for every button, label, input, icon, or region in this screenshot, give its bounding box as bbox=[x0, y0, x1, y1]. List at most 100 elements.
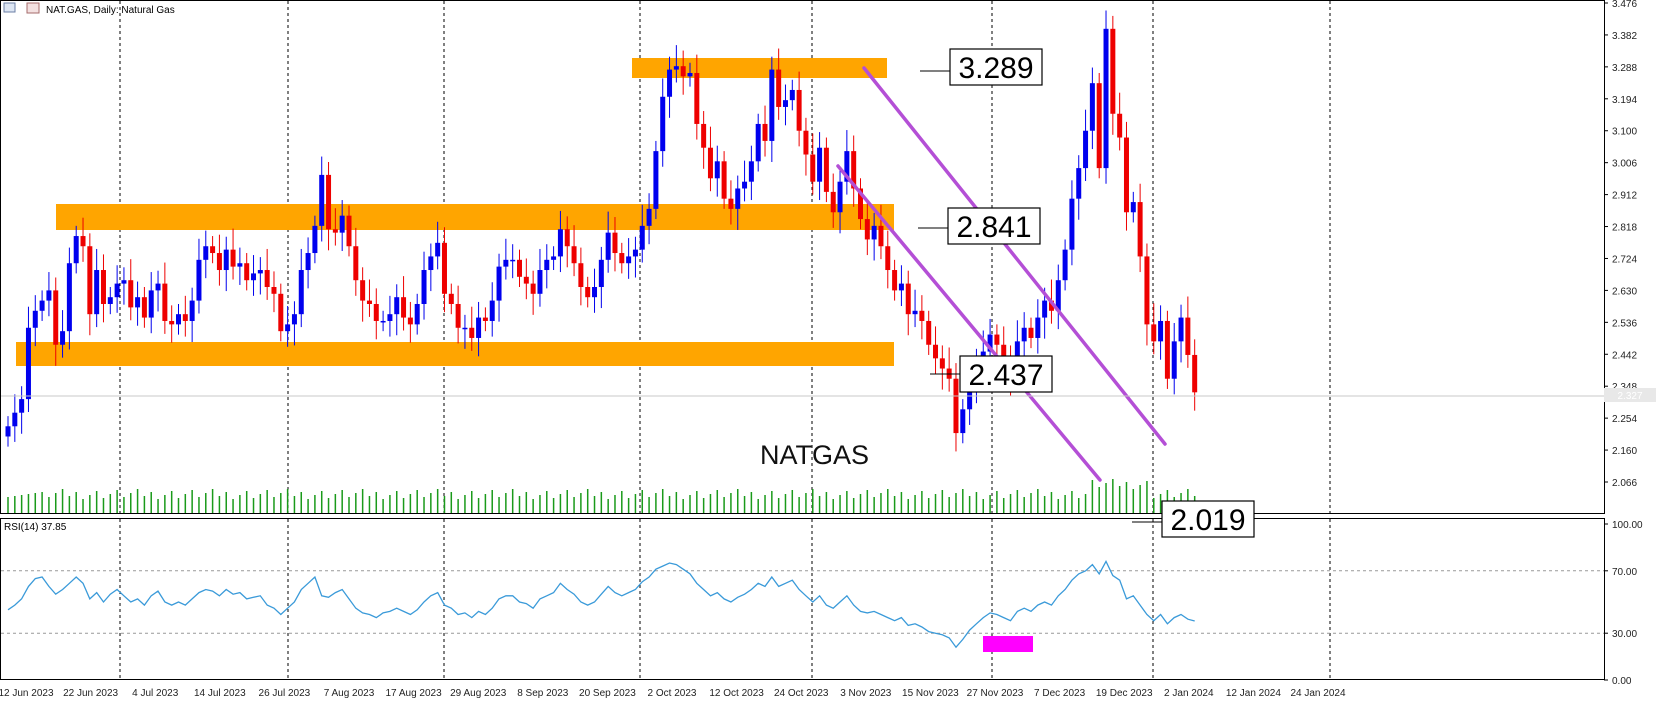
x-tick-label: 2 Jan 2024 bbox=[1164, 688, 1214, 699]
candle-body bbox=[905, 283, 911, 315]
x-tick-label: 15 Nov 2023 bbox=[902, 688, 959, 699]
candle-body bbox=[796, 89, 802, 131]
candle-body bbox=[1192, 354, 1198, 393]
rsi-highlight-marker bbox=[983, 636, 1033, 652]
volume-bar bbox=[409, 494, 412, 513]
volume-bar bbox=[436, 489, 439, 513]
level-label: 2.437 bbox=[968, 359, 1043, 392]
candle-body bbox=[721, 161, 727, 199]
candle-body bbox=[135, 297, 141, 308]
candle-body bbox=[598, 259, 604, 288]
candle-body bbox=[742, 181, 748, 189]
y-tick-label: 2.630 bbox=[1612, 286, 1637, 297]
volume-bar bbox=[525, 492, 528, 513]
candle-body bbox=[537, 270, 543, 294]
candle-body bbox=[892, 270, 898, 291]
volume-bar bbox=[143, 496, 146, 513]
volume-bar bbox=[777, 498, 780, 513]
channel-upper-line bbox=[862, 66, 1167, 446]
x-tick-label: 7 Dec 2023 bbox=[1034, 688, 1086, 699]
volume-bar bbox=[709, 494, 712, 513]
volume-bar bbox=[259, 494, 262, 513]
y-tick-label: 2.536 bbox=[1612, 318, 1637, 329]
candle-body bbox=[707, 147, 713, 179]
volume-bar bbox=[423, 497, 425, 513]
volume-bar bbox=[368, 496, 371, 513]
volume-bar bbox=[157, 499, 159, 513]
y-tick-label: 2.818 bbox=[1612, 223, 1637, 234]
candle-body bbox=[32, 310, 38, 328]
level-callouts: 3.289 2.841 2.437 2.019 bbox=[918, 48, 1255, 538]
volume-bar bbox=[361, 489, 364, 513]
candle-body bbox=[128, 280, 134, 308]
volume-bar bbox=[702, 498, 705, 513]
candle-body bbox=[551, 256, 557, 260]
rsi-y-tick-label: 100.00 bbox=[1612, 520, 1643, 531]
level-label: 3.289 bbox=[958, 52, 1033, 85]
volume-bar bbox=[1071, 491, 1073, 513]
candle-body bbox=[592, 287, 598, 298]
candle-body bbox=[223, 249, 229, 271]
candle-body bbox=[748, 161, 754, 182]
volume-bar bbox=[552, 498, 555, 513]
candle-body bbox=[769, 69, 775, 141]
candle-body bbox=[25, 327, 31, 400]
candle-body bbox=[810, 154, 816, 182]
candlesticks bbox=[5, 10, 1198, 452]
candle-body bbox=[694, 72, 700, 124]
rsi-polyline bbox=[7, 559, 1195, 649]
volume-bar bbox=[511, 489, 514, 513]
chart-window-icon[interactable] bbox=[26, 2, 40, 14]
volume-bar bbox=[689, 495, 691, 513]
candle-body bbox=[60, 331, 66, 345]
volume-bar bbox=[655, 493, 657, 513]
rsi-y-tick-label: 70.00 bbox=[1612, 567, 1637, 578]
candle-body bbox=[660, 96, 666, 152]
candle-body bbox=[435, 242, 441, 257]
candle-body bbox=[182, 314, 188, 321]
volume-bar bbox=[123, 497, 125, 513]
y-tick-label: 2.912 bbox=[1612, 191, 1637, 202]
support-resistance-zones bbox=[16, 58, 894, 366]
volume-bar bbox=[170, 491, 173, 513]
volume-bar bbox=[450, 492, 453, 513]
candle-body bbox=[755, 123, 761, 162]
candle-body bbox=[19, 399, 25, 413]
volume-bar bbox=[1023, 497, 1025, 513]
candle-body bbox=[298, 270, 304, 315]
candle-body bbox=[1130, 202, 1136, 213]
candle-body bbox=[319, 174, 325, 226]
candle-body bbox=[639, 225, 645, 250]
volume-bar bbox=[164, 495, 166, 513]
channel-lines bbox=[836, 66, 1167, 482]
volume-bar bbox=[477, 498, 480, 513]
volume-bar bbox=[723, 497, 725, 513]
volume-bar bbox=[1009, 494, 1012, 513]
candle-body bbox=[1021, 327, 1027, 342]
candle-body bbox=[1117, 113, 1123, 138]
candle-body bbox=[864, 219, 870, 240]
candle-body bbox=[1123, 137, 1129, 213]
volume-bar bbox=[900, 492, 903, 513]
volume-bar bbox=[573, 497, 575, 513]
chart-list-icon[interactable] bbox=[3, 2, 16, 13]
volume-bar bbox=[1146, 481, 1148, 513]
x-tick-label: 8 Sep 2023 bbox=[517, 688, 569, 699]
candle-body bbox=[605, 232, 611, 260]
volume-bar bbox=[266, 490, 268, 513]
volume-bar bbox=[116, 490, 118, 513]
candle-body bbox=[12, 412, 18, 427]
candle-body bbox=[933, 344, 939, 359]
candle-body bbox=[898, 283, 904, 291]
candle-body bbox=[46, 290, 52, 301]
candle-body bbox=[5, 426, 11, 437]
volume-bar bbox=[852, 498, 855, 513]
volume-bar bbox=[798, 497, 800, 513]
candle-body bbox=[1171, 341, 1177, 379]
volume-bar bbox=[962, 489, 964, 513]
candle-body bbox=[380, 320, 386, 323]
candle-body bbox=[1035, 317, 1041, 338]
volume-bar bbox=[307, 499, 309, 513]
y-tick-label: 3.006 bbox=[1612, 159, 1637, 170]
